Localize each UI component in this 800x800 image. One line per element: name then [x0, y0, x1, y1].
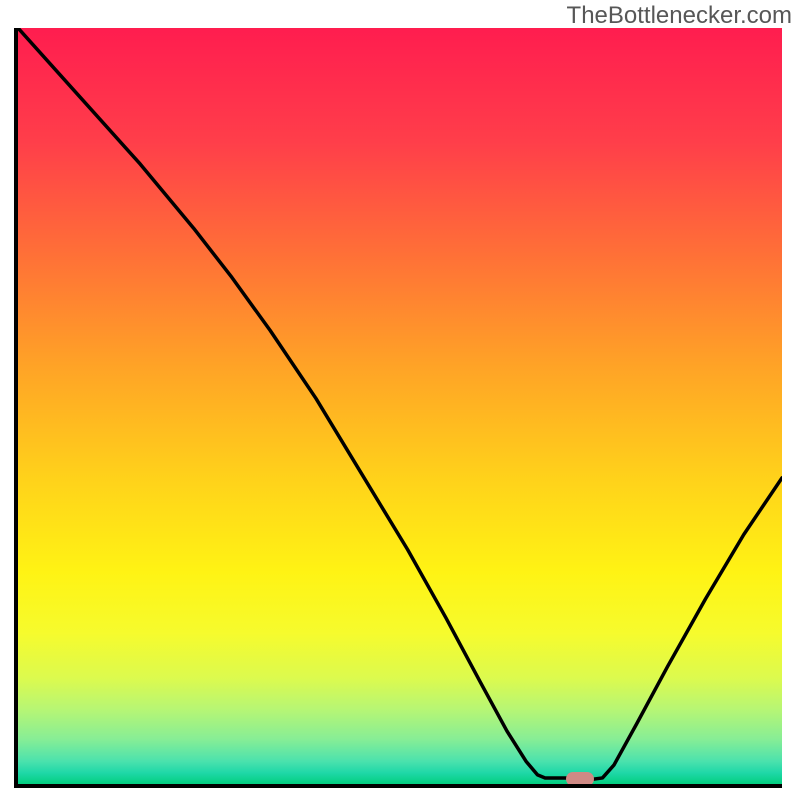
plot-area: [18, 28, 782, 784]
plot-background-gradient: [18, 28, 782, 784]
chart-container: TheBottlenecker.com: [0, 0, 800, 800]
watermark-text: TheBottlenecker.com: [567, 2, 792, 30]
x-axis: [14, 784, 782, 788]
y-axis: [14, 28, 18, 788]
